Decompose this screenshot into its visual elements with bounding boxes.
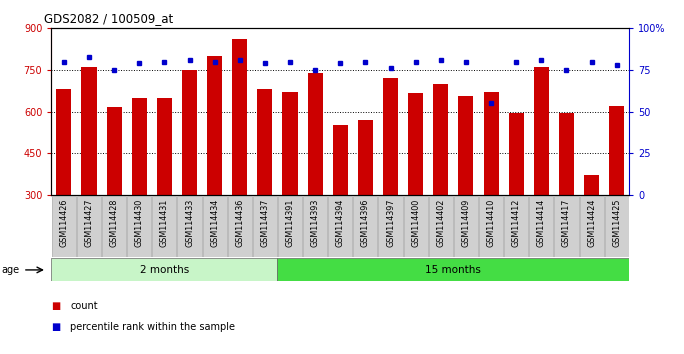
Bar xyxy=(404,196,428,257)
Text: GSM114426: GSM114426 xyxy=(60,198,68,247)
Bar xyxy=(529,196,553,257)
Bar xyxy=(584,175,599,278)
Bar xyxy=(354,196,378,257)
Text: count: count xyxy=(70,301,98,311)
Bar xyxy=(484,92,499,278)
Bar xyxy=(278,258,629,281)
Text: GSM114394: GSM114394 xyxy=(336,198,345,247)
Bar xyxy=(228,196,252,257)
Bar xyxy=(51,258,278,281)
Bar xyxy=(233,39,248,278)
Text: GSM114396: GSM114396 xyxy=(361,198,370,247)
Bar xyxy=(358,120,373,278)
Bar xyxy=(454,196,478,257)
Text: GSM114409: GSM114409 xyxy=(462,198,471,247)
Bar xyxy=(207,56,222,278)
Text: GSM114434: GSM114434 xyxy=(210,198,219,246)
Text: 2 months: 2 months xyxy=(140,265,189,275)
Text: percentile rank within the sample: percentile rank within the sample xyxy=(70,322,235,332)
Bar xyxy=(202,196,226,257)
Bar xyxy=(559,113,574,278)
Bar xyxy=(408,93,423,278)
Text: ■: ■ xyxy=(51,322,61,332)
Bar xyxy=(433,84,448,278)
Bar xyxy=(579,196,604,257)
Bar xyxy=(378,196,403,257)
Bar xyxy=(257,89,272,278)
Bar xyxy=(132,98,147,278)
Text: GSM114391: GSM114391 xyxy=(285,198,295,247)
Text: GSM114436: GSM114436 xyxy=(235,198,244,246)
Text: GSM114402: GSM114402 xyxy=(436,198,445,247)
Text: GSM114430: GSM114430 xyxy=(135,198,144,246)
Bar xyxy=(504,196,528,257)
Bar xyxy=(282,92,298,278)
Bar xyxy=(107,107,122,278)
Bar xyxy=(56,89,71,278)
Bar xyxy=(308,73,323,278)
Bar xyxy=(534,67,549,278)
Text: 15 months: 15 months xyxy=(425,265,482,275)
Text: ■: ■ xyxy=(51,301,61,311)
Bar xyxy=(102,196,126,257)
Bar xyxy=(182,70,197,278)
Bar xyxy=(332,125,348,278)
Bar xyxy=(127,196,151,257)
Text: GSM114393: GSM114393 xyxy=(311,198,319,247)
Bar xyxy=(253,196,277,257)
Bar xyxy=(509,113,524,278)
Text: GSM114425: GSM114425 xyxy=(612,198,621,247)
Text: GSM114433: GSM114433 xyxy=(185,198,194,246)
Bar xyxy=(153,196,176,257)
Bar xyxy=(77,196,101,257)
Bar xyxy=(555,196,579,257)
Bar xyxy=(479,196,503,257)
Text: GSM114431: GSM114431 xyxy=(160,198,169,246)
Text: GSM114417: GSM114417 xyxy=(562,198,571,247)
Bar xyxy=(303,196,327,257)
Bar xyxy=(609,106,624,278)
Text: age: age xyxy=(1,265,19,275)
Text: GSM114412: GSM114412 xyxy=(512,198,521,247)
Bar xyxy=(52,196,76,257)
Bar xyxy=(81,67,96,278)
Text: GSM114437: GSM114437 xyxy=(261,198,269,247)
Text: GSM114400: GSM114400 xyxy=(411,198,420,246)
Bar xyxy=(429,196,453,257)
Text: GSM114397: GSM114397 xyxy=(386,198,395,247)
Bar xyxy=(157,98,172,278)
Text: GSM114428: GSM114428 xyxy=(109,198,118,247)
Bar xyxy=(177,196,202,257)
Bar xyxy=(605,196,629,257)
Text: GSM114427: GSM114427 xyxy=(85,198,94,247)
Bar xyxy=(383,78,398,278)
Bar xyxy=(278,196,302,257)
Text: GSM114414: GSM114414 xyxy=(537,198,546,246)
Text: GDS2082 / 100509_at: GDS2082 / 100509_at xyxy=(44,12,174,25)
Bar xyxy=(458,96,473,278)
Text: GSM114410: GSM114410 xyxy=(486,198,496,246)
Bar xyxy=(328,196,352,257)
Text: GSM114424: GSM114424 xyxy=(587,198,596,247)
